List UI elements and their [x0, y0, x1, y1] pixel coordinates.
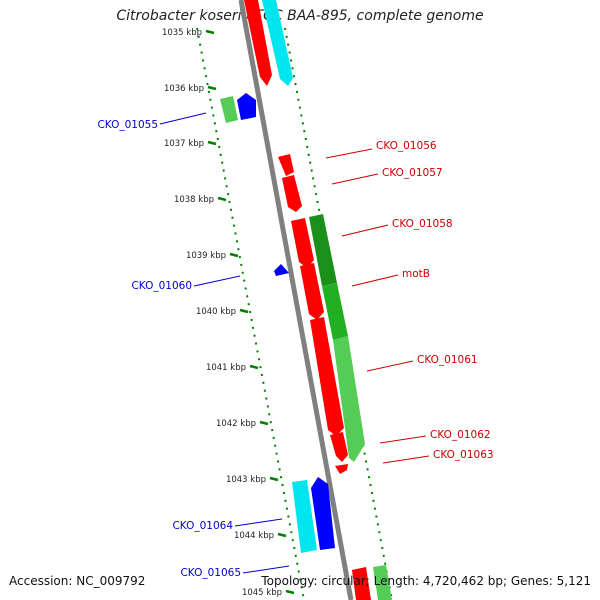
gene-feature[interactable] — [309, 214, 337, 286]
gene-label[interactable]: CKO_01063 — [433, 449, 494, 461]
gene-feature[interactable] — [333, 336, 365, 462]
gene-label[interactable]: CKO_01057 — [382, 167, 443, 179]
reverse-features — [220, 93, 335, 553]
kbp-ticks: 1035 kbp 1036 kbp 1037 kbp 1038 kbp 1039 kbp… — [162, 28, 295, 598]
kbp-tick-mark — [249, 364, 259, 370]
gene-feature[interactable] — [300, 263, 324, 320]
gene-labels: CKO_01055 CKO_01056 CKO_01057 CKO_01058 motB… — [97, 112, 494, 579]
gene-label[interactable]: CKO_01062 — [430, 429, 491, 441]
gene-label[interactable]: CKO_01061 — [417, 354, 478, 366]
gene-feature[interactable] — [244, 0, 272, 86]
kbp-tick-label: 1041 kbp — [206, 363, 246, 373]
gene-feature[interactable] — [274, 264, 289, 276]
kbp-tick-mark — [229, 252, 239, 258]
kbp-tick-label: 1042 kbp — [216, 419, 256, 429]
kbp-tick-label: 1037 kbp — [164, 139, 204, 149]
kbp-tick-label: 1045 kbp — [242, 588, 282, 598]
gene-label-leader — [159, 112, 207, 125]
gene-label[interactable]: CKO_01058 — [392, 218, 453, 230]
gene-feature[interactable] — [237, 93, 256, 120]
right-tick-rail — [284, 27, 393, 600]
kbp-tick-label: 1038 kbp — [174, 195, 214, 205]
kbp-tick-label: 1040 kbp — [196, 307, 236, 317]
gene-label[interactable]: motB — [402, 268, 430, 280]
gene-label[interactable]: CKO_01056 — [376, 140, 437, 152]
topology-text: Topology: circular; Length: 4,720,462 bp… — [261, 574, 591, 588]
gene-label-leader — [379, 435, 427, 444]
gene-label[interactable]: CKO_01065 — [180, 567, 241, 579]
gene-label[interactable]: CKO_01064 — [172, 520, 233, 532]
gene-label-leader — [234, 518, 283, 527]
gene-label-leader — [351, 274, 399, 287]
gene-label-leader — [331, 173, 379, 185]
kbp-tick-mark — [217, 196, 227, 202]
gene-label-leader — [242, 565, 290, 574]
gene-label-leader — [366, 360, 414, 372]
gene-feature[interactable] — [335, 464, 348, 474]
gene-feature[interactable] — [278, 154, 294, 176]
gene-label[interactable]: CKO_01055 — [97, 119, 158, 131]
gene-feature[interactable] — [322, 283, 348, 340]
gene-feature[interactable] — [292, 480, 317, 553]
gene-feature[interactable] — [352, 567, 371, 600]
gene-label[interactable]: CKO_01060 — [131, 280, 192, 292]
gene-label-leader — [193, 275, 241, 287]
gene-label-leader — [325, 148, 373, 159]
gene-feature[interactable] — [310, 317, 344, 436]
kbp-tick-mark — [239, 308, 249, 314]
kbp-tick-label: 1035 kbp — [162, 28, 202, 38]
kbp-tick-mark — [259, 420, 269, 426]
gene-feature[interactable] — [282, 175, 302, 212]
kbp-tick-label: 1043 kbp — [226, 475, 266, 485]
kbp-tick-mark — [207, 140, 217, 146]
gene-feature[interactable] — [311, 477, 335, 550]
gene-feature[interactable] — [262, 0, 293, 86]
kbp-tick-label: 1039 kbp — [186, 251, 226, 261]
genome-backbone — [238, 0, 354, 600]
gene-label-leader — [382, 455, 430, 464]
kbp-tick-mark — [205, 29, 215, 35]
left-tick-rail — [196, 27, 305, 600]
kbp-tick-label: 1036 kbp — [164, 84, 204, 94]
gene-feature[interactable] — [220, 96, 238, 123]
gene-feature[interactable] — [330, 432, 348, 462]
gene-feature[interactable] — [291, 218, 314, 268]
kbp-tick-mark — [207, 85, 217, 91]
kbp-tick-label: 1044 kbp — [234, 531, 274, 541]
forward-features — [244, 0, 392, 600]
kbp-tick-mark — [269, 476, 279, 482]
accession-text: Accession: NC_009792 — [9, 574, 146, 588]
kbp-tick-mark — [277, 532, 287, 538]
map-title: Citrobacter koseri ATCC BAA-895, complet… — [116, 8, 484, 24]
kbp-tick-mark — [285, 589, 295, 595]
gene-feature[interactable] — [373, 565, 392, 600]
gene-label-leader — [341, 224, 389, 237]
